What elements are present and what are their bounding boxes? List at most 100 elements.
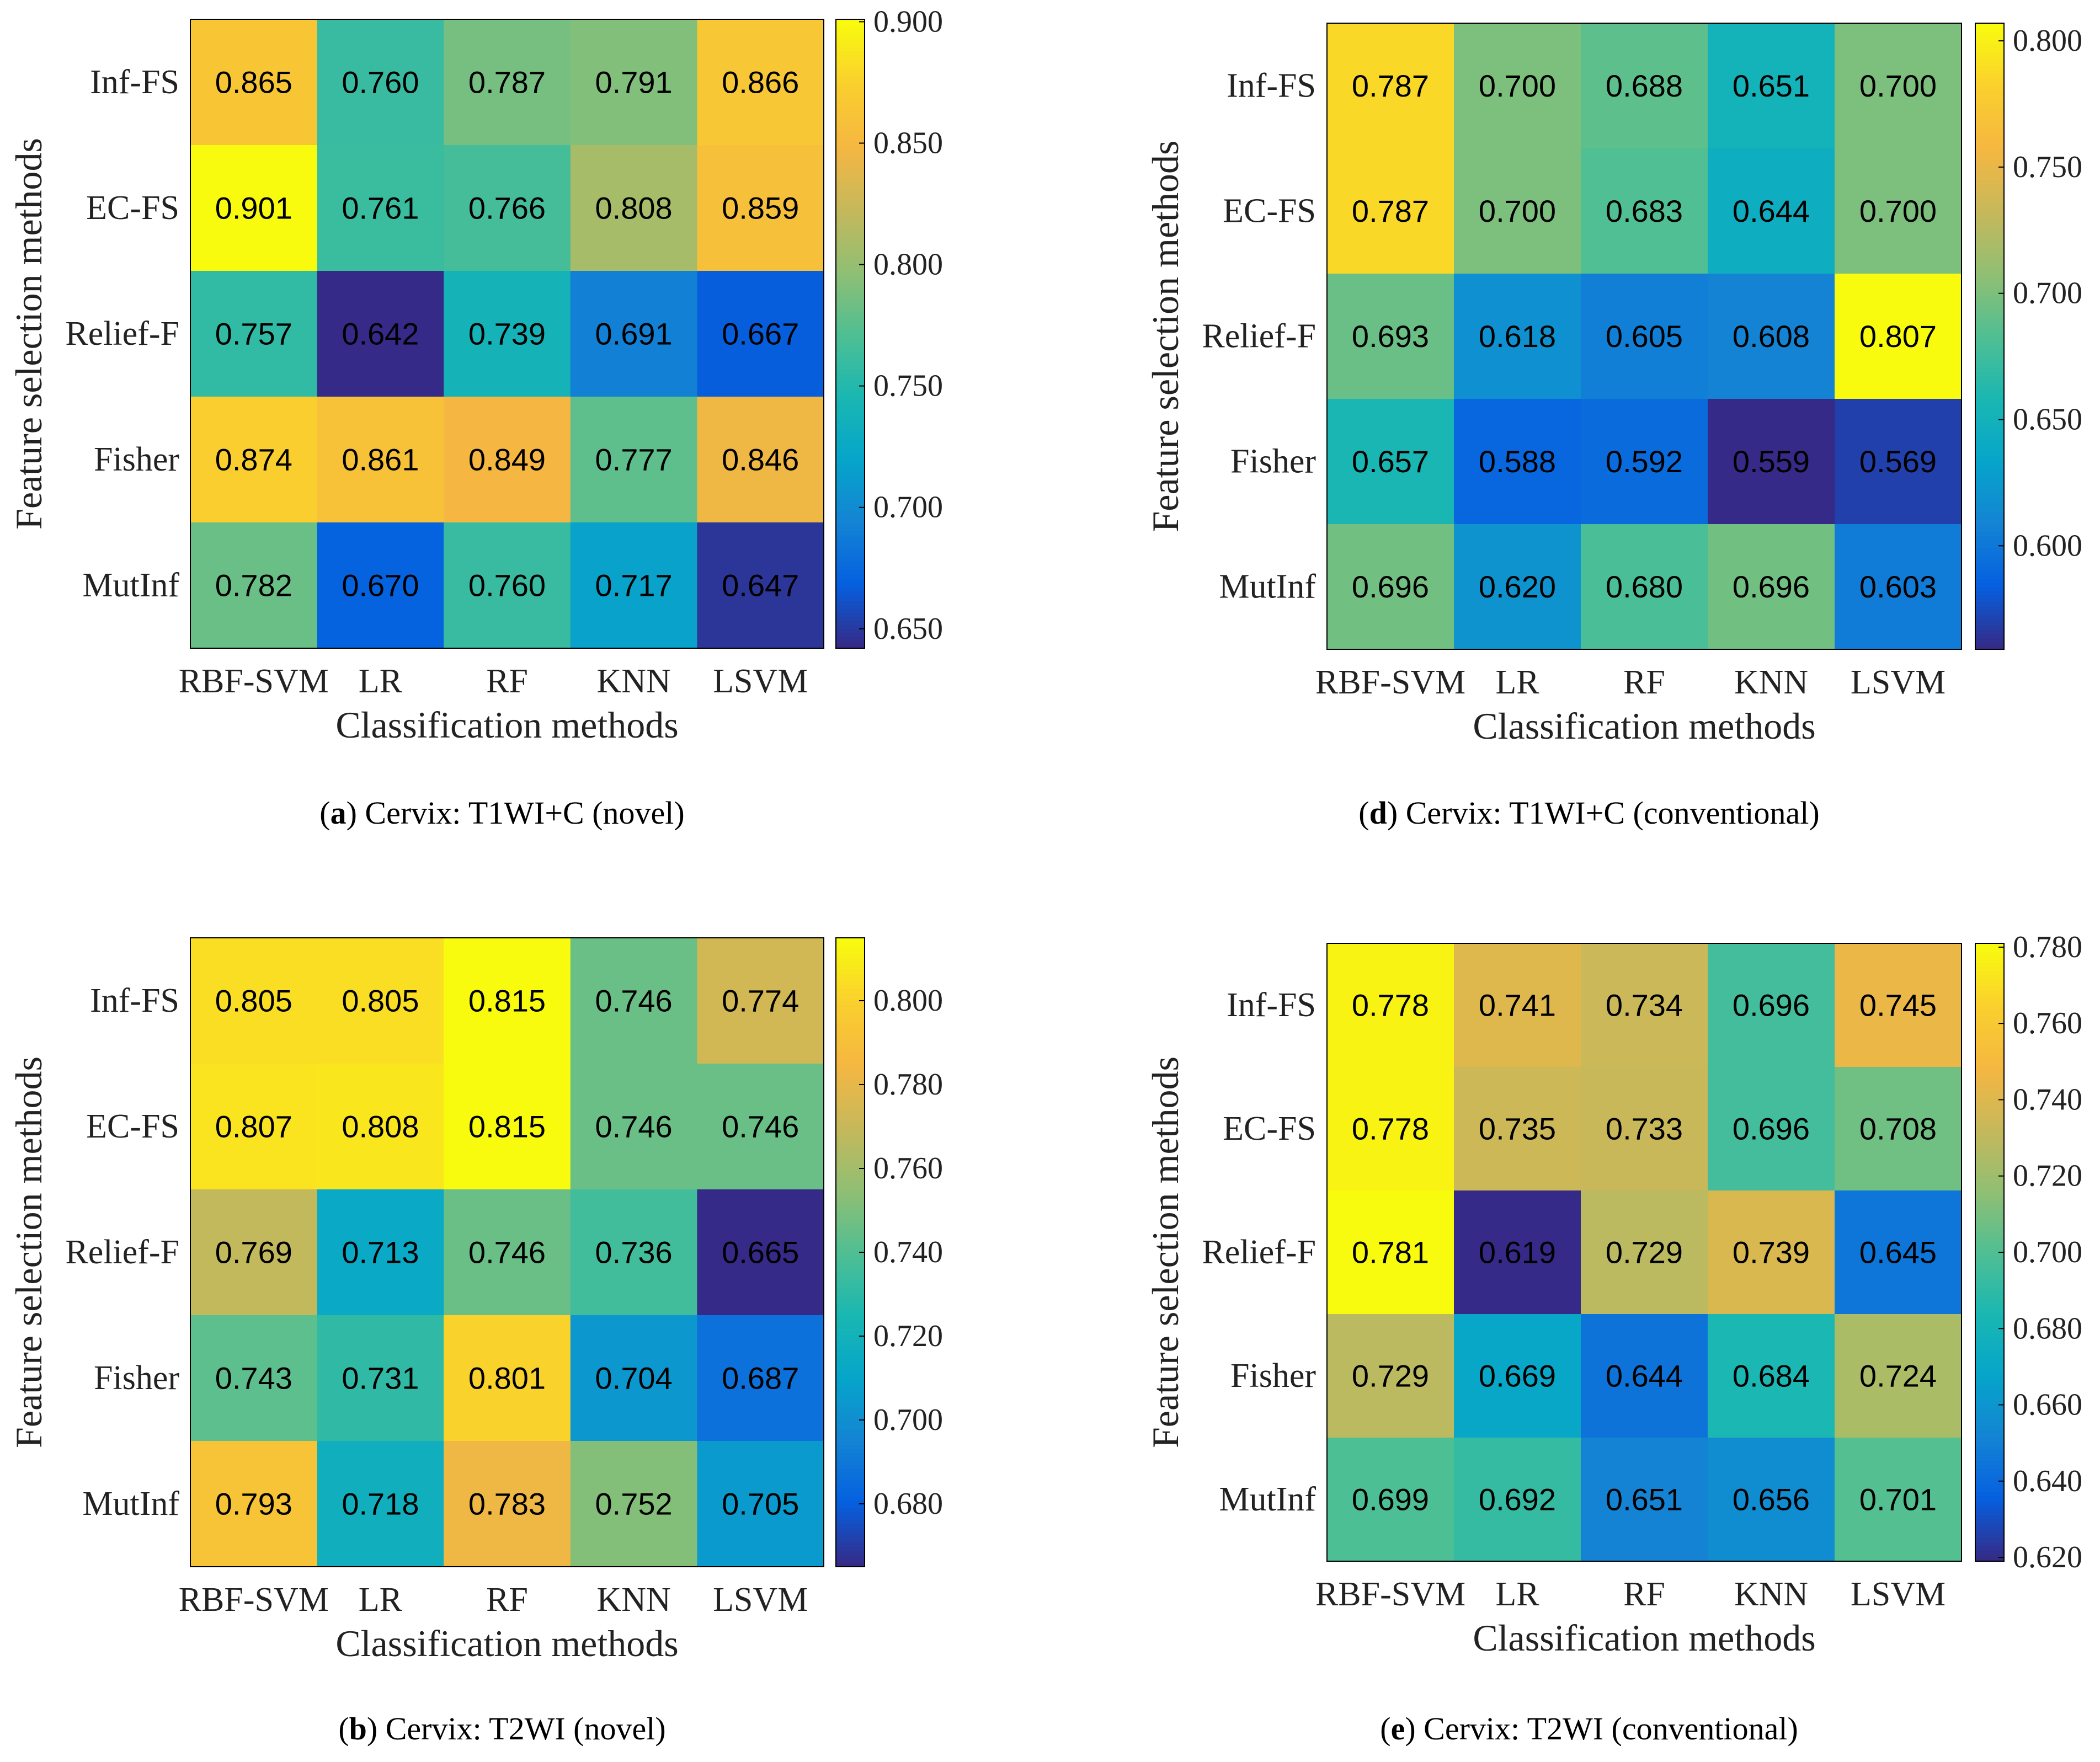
cell-value-label: 0.569 xyxy=(1859,444,1937,479)
x-tick-label: RF xyxy=(486,1581,528,1619)
colorbar-segment xyxy=(1975,571,2004,576)
colorbar-segment xyxy=(836,1288,865,1293)
colorbar-segment xyxy=(1975,1252,2004,1257)
heatmap-panel-e: 0.778 0.741 0.734 0.696 0.745 0.778 0.735 0.733… xyxy=(1144,930,2082,1659)
cell-value-label: 0.619 xyxy=(1479,1235,1556,1270)
colorbar-segment xyxy=(1975,1476,2004,1481)
colorbar-segment xyxy=(836,1499,865,1504)
y-tick-label: Inf-FS xyxy=(90,982,179,1019)
cell-value-label: 0.588 xyxy=(1479,444,1556,479)
colorbar-segment xyxy=(836,1221,865,1225)
colorbar-segment xyxy=(836,1040,865,1045)
x-tick-label: RF xyxy=(1623,664,1665,701)
colorbar-segment xyxy=(1975,1248,2004,1253)
colorbar-segment xyxy=(836,204,865,209)
colorbar-segment xyxy=(836,137,865,142)
colorbar-segment xyxy=(836,1512,865,1517)
colorbar-segment xyxy=(836,1417,865,1422)
colorbar-segment xyxy=(836,1044,865,1049)
heatmap-cell xyxy=(444,1315,571,1441)
colorbar-segment xyxy=(836,1362,865,1367)
colorbar-segment xyxy=(836,192,865,197)
colorbar-segment xyxy=(836,1197,865,1202)
colorbar-segment xyxy=(836,1244,865,1249)
colorbar-segment xyxy=(1975,414,2004,419)
heatmap-cell xyxy=(190,1441,318,1567)
cell-value-label: 0.761 xyxy=(342,191,419,226)
colorbar-segment xyxy=(836,1378,865,1382)
cell-value-label: 0.778 xyxy=(1352,1112,1429,1146)
heatmap-cell xyxy=(190,1064,318,1190)
colorbar-segment xyxy=(1975,211,2004,216)
colorbar-segment xyxy=(1975,1125,2004,1129)
colorbar-segment xyxy=(836,1551,865,1556)
colorbar-segment xyxy=(1975,1306,2004,1311)
y-axis-label: Feature selection methods xyxy=(1144,1056,1186,1448)
colorbar-segment xyxy=(1975,136,2004,141)
colorbar-segment xyxy=(836,1299,865,1304)
colorbar-segment xyxy=(836,1562,865,1567)
colorbar-segment xyxy=(836,444,865,448)
colorbar-segment xyxy=(1975,994,2004,998)
cell-value-label: 0.713 xyxy=(342,1235,419,1270)
colorbar-segment xyxy=(836,1114,865,1119)
colorbar-segment xyxy=(1975,1055,2004,1060)
colorbar-segment xyxy=(1975,113,2004,118)
colorbar-segment xyxy=(836,1303,865,1308)
colorbar-segment xyxy=(836,451,865,456)
y-tick-label: EC-FS xyxy=(1223,193,1316,230)
cell-value-label: 0.808 xyxy=(595,191,673,226)
colorbar-segment xyxy=(836,121,865,126)
colorbar-segment xyxy=(836,1189,865,1194)
plot-frame xyxy=(1326,943,1962,1562)
colorbar-segment xyxy=(1975,250,2004,255)
colorbar-segment xyxy=(1975,1009,2004,1013)
colorbar-segment xyxy=(1975,312,2004,317)
colorbar-segment xyxy=(836,286,865,291)
colorbar-segment xyxy=(1975,524,2004,528)
heatmap-cell xyxy=(190,938,318,1064)
colorbar-segment xyxy=(836,125,865,130)
cell-value-label: 0.787 xyxy=(468,65,546,100)
colorbar-segment xyxy=(836,1456,865,1461)
colorbar-segment xyxy=(1975,1557,2004,1562)
colorbar-segment xyxy=(1975,289,2004,294)
cell-value-label: 0.618 xyxy=(1479,319,1556,354)
colorbar-segment xyxy=(1975,1372,2004,1376)
colorbar-segment xyxy=(836,522,865,527)
cell-value-label: 0.701 xyxy=(1859,1482,1937,1517)
colorbar-segment xyxy=(1975,328,2004,333)
colorbar-segment xyxy=(1975,1144,2004,1149)
cell-value-label: 0.620 xyxy=(1479,569,1556,604)
colorbar-tick-label: 0.760 xyxy=(873,1151,943,1186)
cell-value-label: 0.791 xyxy=(595,65,673,100)
colorbar-segment xyxy=(836,1087,865,1092)
colorbar-segment xyxy=(1975,1028,2004,1033)
cell-value-label: 0.684 xyxy=(1733,1359,1810,1393)
colorbar-segment xyxy=(1975,1337,2004,1342)
colorbar-segment xyxy=(836,1558,865,1563)
colorbar-segment xyxy=(836,1547,865,1552)
colorbar-segment xyxy=(836,1366,865,1371)
x-tick-label: RF xyxy=(1623,1576,1665,1613)
caption-text: Cervix: T2WI (novel) xyxy=(377,1711,666,1747)
x-tick-label: KNN xyxy=(1734,1576,1808,1613)
colorbar-segment xyxy=(1975,195,2004,200)
colorbar-segment xyxy=(1975,125,2004,130)
colorbar-segment xyxy=(836,55,865,60)
colorbar-segment xyxy=(836,1229,865,1234)
colorbar-segment xyxy=(836,247,865,252)
colorbar-segment xyxy=(836,542,865,547)
colorbar-segment xyxy=(836,275,865,280)
colorbar-segment xyxy=(836,223,865,228)
colorbar-segment xyxy=(836,114,865,118)
colorbar-segment xyxy=(1975,172,2004,177)
colorbar-segment xyxy=(1975,187,2004,192)
colorbar-segment xyxy=(836,23,865,28)
colorbar-segment xyxy=(1975,1021,2004,1025)
heatmap-cell xyxy=(444,271,571,397)
cell-value-label: 0.734 xyxy=(1606,988,1683,1023)
colorbar-segment xyxy=(1975,293,2004,298)
colorbar-segment xyxy=(836,345,865,350)
colorbar-segment xyxy=(836,1409,865,1414)
